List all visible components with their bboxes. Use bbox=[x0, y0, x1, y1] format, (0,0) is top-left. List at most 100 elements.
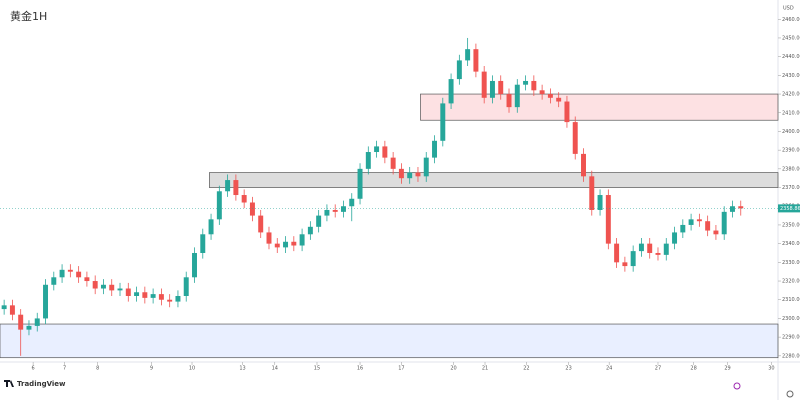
candle-body bbox=[481, 71, 487, 98]
candle-body bbox=[663, 243, 669, 255]
x-tick-label: 29 bbox=[724, 366, 730, 372]
candle-body bbox=[51, 277, 57, 285]
candle-body bbox=[647, 243, 653, 253]
candle-body bbox=[26, 325, 32, 330]
candle-body bbox=[564, 101, 570, 123]
candle-body bbox=[614, 243, 620, 263]
candle-body bbox=[225, 180, 231, 192]
candle-body bbox=[597, 195, 603, 210]
zone bbox=[420, 93, 779, 121]
candle-body bbox=[316, 215, 322, 227]
currency-label: USD bbox=[783, 6, 794, 12]
x-tick-label: 23 bbox=[565, 366, 571, 372]
candle-body bbox=[283, 241, 289, 248]
candle-body bbox=[523, 80, 529, 85]
candle-body bbox=[448, 79, 454, 104]
last-price-label: 2358.86 bbox=[780, 206, 800, 212]
candle-body bbox=[638, 243, 644, 252]
candle-body bbox=[705, 221, 711, 231]
candle-body bbox=[357, 168, 363, 199]
candle-body bbox=[192, 252, 197, 278]
candle-body bbox=[398, 168, 404, 179]
candle-body bbox=[100, 284, 106, 289]
candle-body bbox=[43, 284, 49, 319]
candle-body bbox=[249, 202, 255, 216]
candle-body bbox=[340, 206, 346, 212]
candle-body bbox=[382, 146, 388, 158]
chart-title: 黄金1H bbox=[10, 9, 47, 23]
x-tick-label: 8 bbox=[96, 366, 99, 372]
zone bbox=[0, 323, 779, 359]
x-tick-label: 9 bbox=[150, 366, 153, 372]
y-tick-label: 2290.00 bbox=[782, 335, 800, 341]
candle-body bbox=[59, 269, 65, 278]
candle-body bbox=[729, 206, 735, 212]
candle-body bbox=[407, 172, 413, 179]
candle-body bbox=[158, 294, 164, 300]
candle-body bbox=[721, 211, 727, 235]
y-tick-label: 2400.00 bbox=[782, 129, 800, 135]
candle-body bbox=[109, 284, 115, 291]
candle-body bbox=[200, 234, 206, 253]
candle-body bbox=[167, 299, 173, 302]
candle-body bbox=[473, 49, 479, 72]
candle-body bbox=[630, 251, 636, 267]
candle-body bbox=[76, 271, 82, 278]
candle-body bbox=[241, 195, 247, 203]
candle-body bbox=[34, 318, 40, 326]
x-tick-label: 27 bbox=[655, 366, 661, 372]
candle-body bbox=[258, 215, 264, 233]
event-marker[interactable] bbox=[733, 382, 741, 390]
y-tick-label: 2420.00 bbox=[782, 92, 800, 98]
candle-body bbox=[92, 281, 98, 289]
settings-icon[interactable] bbox=[786, 390, 794, 398]
candle-body bbox=[506, 94, 512, 108]
candle-body bbox=[655, 252, 661, 255]
candle-body bbox=[117, 288, 123, 291]
y-tick-label: 2390.00 bbox=[782, 148, 800, 154]
candle-body bbox=[324, 209, 330, 216]
y-tick-label: 2410.00 bbox=[782, 110, 800, 116]
candle-body bbox=[456, 60, 462, 80]
x-tick-label: 28 bbox=[690, 366, 696, 372]
y-tick-label: 2440.00 bbox=[782, 54, 800, 60]
candle-body bbox=[307, 226, 313, 235]
x-tick-label: 20 bbox=[450, 366, 456, 372]
candle-body bbox=[680, 224, 686, 233]
candle-body bbox=[432, 140, 438, 158]
candle-body bbox=[233, 180, 239, 196]
candle-body bbox=[390, 157, 396, 169]
last-price-box bbox=[778, 204, 800, 213]
zones bbox=[0, 93, 779, 359]
candle-body bbox=[299, 234, 305, 246]
y-tick-label: 2350.00 bbox=[782, 222, 800, 228]
y-tick-label: 2310.00 bbox=[782, 297, 800, 303]
candle-body bbox=[440, 103, 446, 141]
candle-body bbox=[696, 219, 702, 222]
zone bbox=[209, 172, 779, 188]
candle-body bbox=[208, 219, 214, 235]
candle-body bbox=[332, 209, 338, 212]
candle-body bbox=[1, 305, 7, 310]
y-tick-label: 2280.00 bbox=[782, 353, 800, 359]
candle-body bbox=[713, 230, 719, 235]
candle-body bbox=[18, 314, 24, 330]
candle-body bbox=[291, 241, 297, 246]
candle-body bbox=[142, 292, 148, 298]
candle-body bbox=[572, 122, 578, 154]
x-tick-label: 22 bbox=[523, 366, 529, 372]
candle-body bbox=[738, 206, 744, 209]
candle-body bbox=[423, 157, 429, 177]
candle-body bbox=[556, 97, 562, 102]
y-tick-label: 2370.00 bbox=[782, 185, 800, 191]
y-tick-label: 2450.00 bbox=[782, 35, 800, 41]
x-tick-label: 21 bbox=[482, 366, 488, 372]
candle-body bbox=[125, 288, 131, 296]
candle-body bbox=[266, 232, 272, 244]
x-tick-label: 13 bbox=[239, 366, 245, 372]
y-tick-label: 2430.00 bbox=[782, 73, 800, 79]
candle-body bbox=[539, 90, 545, 95]
candles bbox=[1, 37, 744, 356]
x-tick-label: 6 bbox=[32, 366, 35, 372]
x-tick-label: 10 bbox=[189, 366, 195, 372]
